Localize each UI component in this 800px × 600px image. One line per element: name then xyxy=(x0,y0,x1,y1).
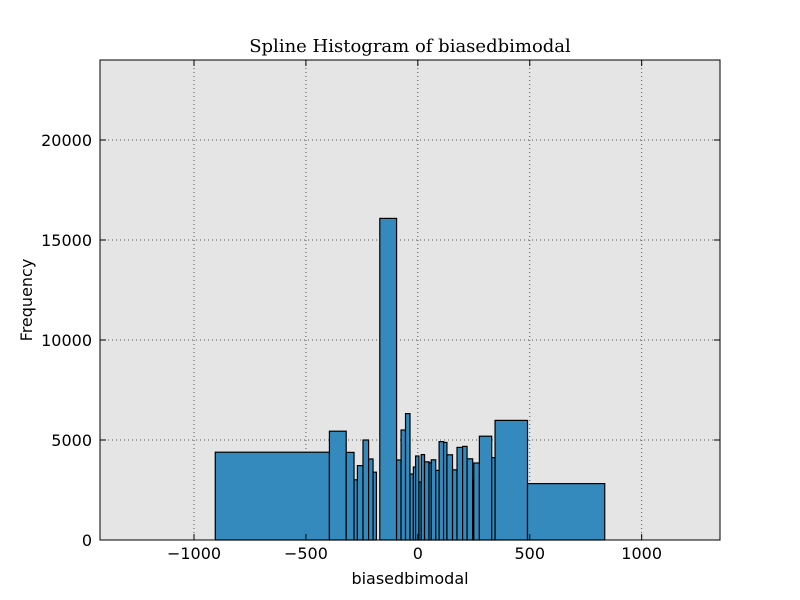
histogram-bar xyxy=(379,217,398,541)
histogram-bar xyxy=(430,459,437,541)
histogram-bar xyxy=(345,451,355,541)
histogram-bar xyxy=(451,469,458,541)
y-tick-label: 0 xyxy=(82,531,92,550)
histogram-bar xyxy=(356,465,364,541)
chart-title: Spline Histogram of biasedbimodal xyxy=(249,36,571,57)
histogram-bar xyxy=(400,429,407,541)
x-axis-label: biasedbimodal xyxy=(351,569,468,588)
y-axis-label: Frequency xyxy=(17,259,36,342)
histogram-bar xyxy=(372,471,378,541)
histogram-bar xyxy=(395,459,402,541)
histogram-bar xyxy=(328,430,347,541)
histogram-bar xyxy=(446,454,454,541)
x-tick-label: −1000 xyxy=(167,544,221,563)
histogram-bar xyxy=(438,441,445,541)
histogram-bar xyxy=(466,458,474,541)
histogram-bar xyxy=(526,483,606,541)
x-tick-label: −500 xyxy=(284,544,328,563)
x-tick-label: 1000 xyxy=(621,544,662,563)
y-tick-label: 20000 xyxy=(41,131,92,150)
histogram-bar xyxy=(404,413,411,541)
histogram-bar xyxy=(423,461,430,541)
x-tick-label: 0 xyxy=(413,544,423,563)
x-tick-label: 500 xyxy=(514,544,545,563)
histogram-bar xyxy=(473,462,480,541)
histogram-bar xyxy=(362,439,370,541)
y-tick-label: 15000 xyxy=(41,231,92,250)
histogram-bar xyxy=(461,445,468,541)
histogram-bar xyxy=(367,458,374,541)
y-tick-label: 10000 xyxy=(41,331,92,350)
histogram-bars xyxy=(214,217,606,541)
y-tick-label: 5000 xyxy=(51,431,92,450)
histogram-bar xyxy=(494,419,529,541)
histogram-bar xyxy=(456,446,464,541)
plot-frame xyxy=(99,59,721,541)
histogram-bar xyxy=(478,435,493,541)
histogram-bar xyxy=(214,451,331,541)
